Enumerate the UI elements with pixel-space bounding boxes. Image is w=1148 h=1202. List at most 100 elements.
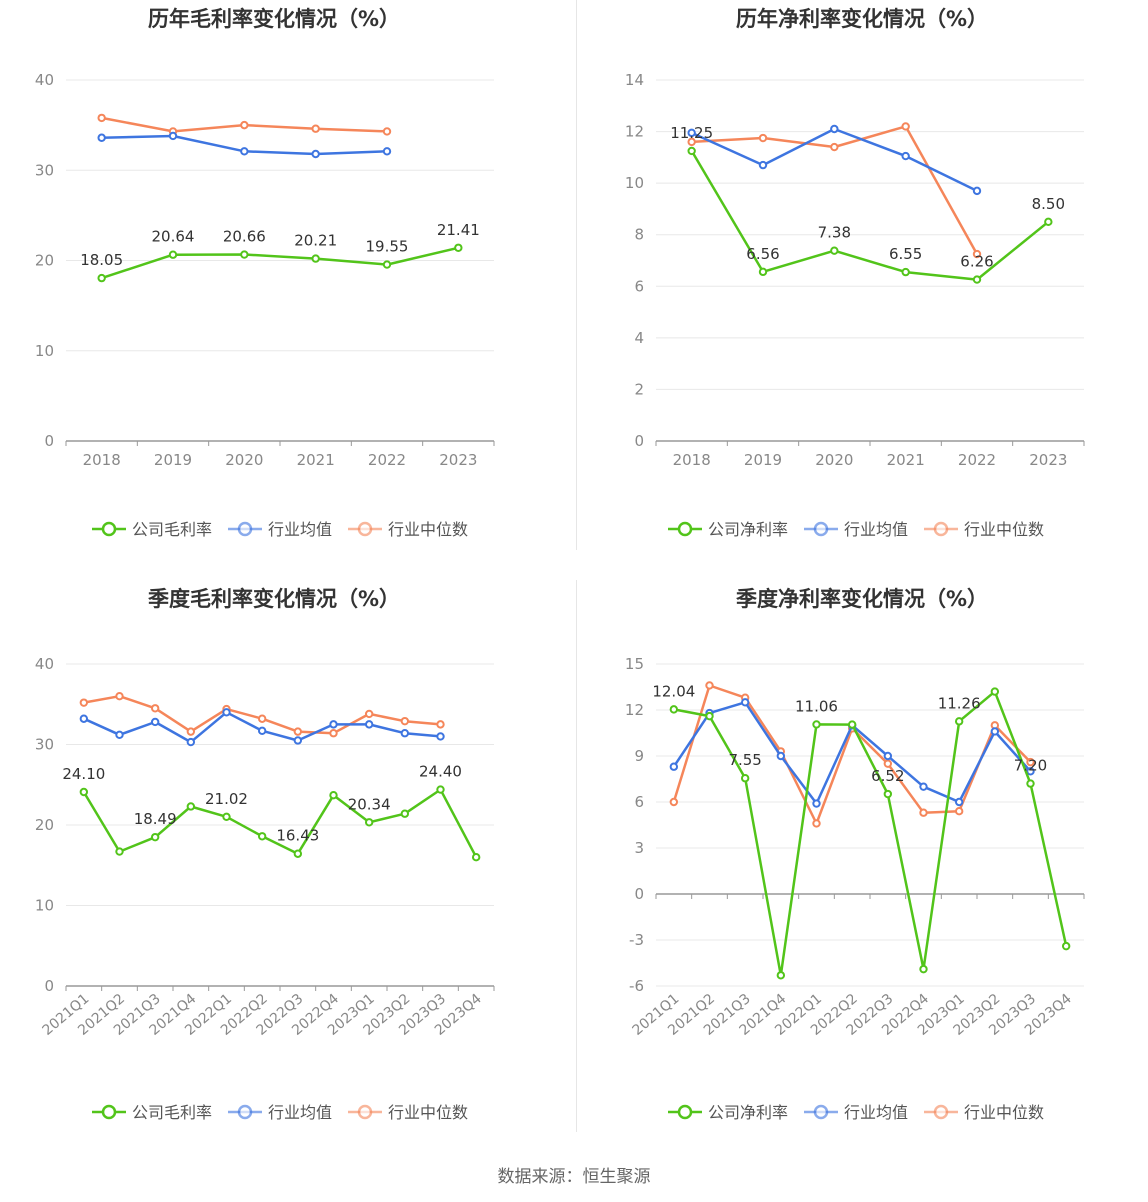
y-tick-label: 15 bbox=[625, 655, 644, 673]
y-tick-label: 0 bbox=[634, 885, 644, 903]
chart-quarterly-gross-margin: 季度毛利率变化情况（%）0102030402021Q12021Q22021Q32… bbox=[35, 587, 495, 1122]
data-point bbox=[830, 246, 839, 255]
legend-label: 行业中位数 bbox=[964, 1103, 1044, 1122]
legend-label: 行业均值 bbox=[844, 520, 908, 539]
data-point bbox=[115, 847, 124, 856]
chart-title: 季度毛利率变化情况（%） bbox=[148, 587, 400, 611]
x-tick-label: 2022 bbox=[958, 451, 996, 469]
data-point bbox=[311, 149, 320, 159]
data-point bbox=[705, 681, 714, 690]
data-point bbox=[954, 807, 964, 816]
data-point bbox=[830, 142, 839, 152]
data-point bbox=[186, 802, 196, 811]
data-point bbox=[364, 720, 374, 729]
data-point bbox=[847, 720, 857, 729]
series-line bbox=[673, 690, 1068, 977]
data-point bbox=[329, 729, 338, 738]
data-point bbox=[293, 727, 303, 736]
y-tick-label: 12 bbox=[625, 701, 644, 719]
y-tick-label: 30 bbox=[35, 736, 54, 754]
y-tick-label: 0 bbox=[44, 432, 54, 450]
y-tick-label: 6 bbox=[634, 793, 644, 811]
series-line bbox=[691, 127, 978, 193]
data-point bbox=[454, 243, 463, 252]
data-point bbox=[115, 730, 124, 740]
legend-label: 公司净利率 bbox=[708, 1103, 788, 1122]
data-point bbox=[830, 124, 839, 134]
y-tick-label: -3 bbox=[629, 931, 644, 949]
data-point bbox=[740, 698, 750, 707]
data-point bbox=[901, 122, 910, 131]
data-label: 6.56 bbox=[746, 245, 779, 263]
data-point bbox=[705, 711, 714, 721]
data-point bbox=[436, 785, 445, 794]
y-tick-label: 2 bbox=[634, 380, 644, 398]
y-tick-label: 10 bbox=[625, 174, 644, 192]
data-label: 20.64 bbox=[152, 228, 195, 246]
data-label: 7.55 bbox=[728, 751, 761, 769]
data-point bbox=[972, 249, 982, 259]
y-tick-label: 6 bbox=[634, 277, 644, 295]
data-point bbox=[776, 971, 786, 980]
data-point bbox=[687, 128, 696, 138]
series-line bbox=[101, 246, 459, 280]
legend-label: 公司毛利率 bbox=[132, 520, 212, 539]
data-point bbox=[400, 809, 410, 818]
data-label: 19.55 bbox=[366, 238, 409, 256]
data-point bbox=[471, 853, 481, 862]
legend-label: 行业均值 bbox=[268, 520, 332, 539]
data-label: 16.43 bbox=[276, 827, 319, 845]
legend-label: 公司毛利率 bbox=[132, 1103, 212, 1122]
data-point bbox=[758, 267, 768, 277]
data-point bbox=[329, 791, 338, 800]
chart-panel-quarterly-net-margin: 季度净利率变化情况（%） -6 -3 0 3 6 9 12 15 2021Q1 2021Q2 2021… bbox=[576, 580, 1148, 1160]
data-point bbox=[758, 133, 768, 143]
legend-label: 行业均值 bbox=[844, 1103, 908, 1122]
data-point bbox=[687, 146, 696, 156]
legend-swatch-marker bbox=[813, 521, 829, 537]
data-label: 11.06 bbox=[795, 697, 838, 715]
data-point bbox=[168, 250, 178, 259]
data-point bbox=[97, 133, 106, 142]
x-tick-label: 2021 bbox=[887, 451, 925, 469]
data-label: 24.10 bbox=[62, 765, 105, 783]
legend-swatch-marker bbox=[677, 521, 693, 537]
data-point bbox=[954, 717, 964, 726]
data-point bbox=[257, 832, 267, 841]
x-tick-label: 2019 bbox=[154, 451, 192, 469]
data-label: 20.66 bbox=[223, 228, 266, 246]
data-point bbox=[382, 147, 392, 156]
data-point bbox=[79, 698, 89, 707]
data-point bbox=[812, 720, 821, 729]
data-point bbox=[954, 797, 964, 807]
chart-panel-annual-net-margin: 历年净利率变化情况（%） 0 2 4 6 8 10 12 14 2018 2019 2020 2021 2… bbox=[576, 0, 1148, 580]
data-point bbox=[115, 692, 124, 701]
y-tick-label: 10 bbox=[35, 897, 54, 915]
data-point bbox=[150, 717, 160, 727]
legend-swatch-marker bbox=[101, 1104, 117, 1120]
data-point bbox=[400, 716, 410, 726]
data-label: 24.40 bbox=[419, 763, 462, 781]
data-point bbox=[240, 250, 249, 259]
data-point bbox=[97, 273, 106, 283]
legend-label: 公司净利率 bbox=[708, 520, 788, 539]
y-tick-label: 30 bbox=[35, 161, 54, 179]
data-label: 7.38 bbox=[818, 224, 851, 242]
legend-swatch-marker bbox=[101, 521, 117, 537]
chart-quarterly-net-margin: 季度净利率变化情况（%）-6-3036912152021Q12021Q22021… bbox=[625, 587, 1085, 1122]
chart-annual-net-margin: 历年净利率变化情况（%） 0 2 4 6 8 10 12 14 2018 2019 2020 2021 2… bbox=[625, 7, 1085, 539]
legend-label: 行业均值 bbox=[268, 1103, 332, 1122]
data-point bbox=[364, 818, 374, 827]
data-point bbox=[972, 275, 982, 284]
x-tick-label: 2021 bbox=[297, 451, 335, 469]
x-tick-label: 2018 bbox=[83, 451, 121, 469]
data-point bbox=[669, 797, 679, 807]
data-label: 6.55 bbox=[889, 245, 922, 263]
y-tick-label: 40 bbox=[35, 71, 54, 89]
x-tick-label: 2022 bbox=[368, 451, 406, 469]
y-tick-label: 8 bbox=[634, 226, 644, 244]
data-point bbox=[293, 849, 303, 858]
y-tick-label: 14 bbox=[625, 71, 644, 89]
data-point bbox=[1026, 757, 1035, 767]
data-point bbox=[364, 709, 374, 719]
